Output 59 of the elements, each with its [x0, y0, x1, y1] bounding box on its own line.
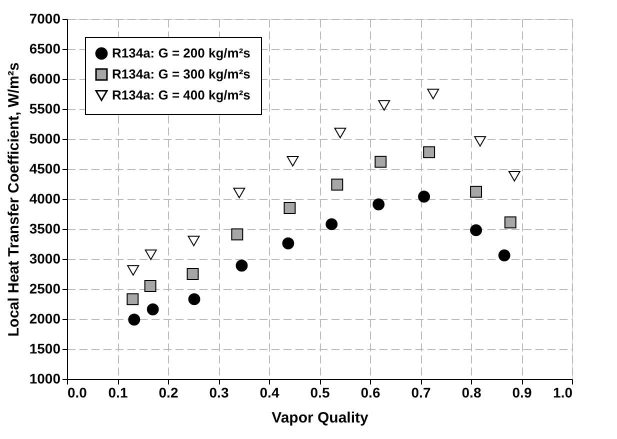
x-axis-title: Vapor Quality	[272, 410, 369, 426]
y-axis-title: Local Heat Transfer Coefficient, W/m²s	[5, 62, 22, 337]
x-tick-label: 0.4	[260, 384, 280, 400]
x-tick-label: 0.6	[360, 384, 380, 400]
point	[186, 268, 199, 280]
point	[498, 249, 510, 262]
point	[372, 198, 385, 210]
point	[334, 128, 346, 138]
y-tick-label: 1500	[29, 340, 61, 356]
point	[236, 260, 248, 272]
legend-label: R134a: G = 300 kg/m²s	[112, 66, 250, 82]
x-tick-label: 0.2	[158, 384, 178, 400]
point	[188, 236, 200, 246]
legend-label: R134a: G = 400 kg/m²s	[112, 88, 250, 102]
point	[282, 237, 294, 250]
x-tick-label: 0.1	[108, 384, 128, 400]
point	[427, 88, 440, 100]
y-tick-label: 5000	[29, 130, 61, 146]
y-tick-label: 6000	[29, 70, 61, 86]
point	[284, 202, 296, 214]
y-tick-label: 4500	[29, 160, 61, 176]
y-tick-label: 7000	[29, 10, 61, 26]
point	[231, 228, 244, 240]
point	[423, 146, 436, 158]
point	[418, 190, 430, 203]
point	[326, 218, 338, 230]
y-tick-label: 1000	[29, 370, 61, 386]
point	[504, 216, 516, 228]
y-tick-label: 3500	[29, 220, 61, 236]
y-tick-label: 6500	[29, 40, 61, 56]
point	[378, 100, 390, 111]
point	[470, 224, 482, 236]
y-tick-label: 5500	[29, 100, 61, 116]
x-tick-label: 0.9	[512, 384, 532, 400]
x-tick-label: 0.8	[462, 384, 482, 400]
point	[146, 303, 159, 316]
y-tick-label: 2000	[29, 310, 61, 326]
point	[470, 186, 482, 198]
point	[474, 136, 486, 147]
point	[374, 156, 387, 168]
x-tick-label: 0.0	[68, 384, 88, 400]
x-tick-label: 1.0	[553, 384, 573, 400]
y-tick-label: 3000	[29, 250, 61, 266]
point	[144, 280, 156, 292]
point	[127, 265, 140, 276]
y-tick-label: 2500	[29, 280, 61, 296]
x-tick-label: 0.7	[411, 384, 431, 400]
x-tick-label: 0.3	[209, 384, 229, 400]
point	[126, 293, 139, 306]
point	[508, 170, 520, 182]
point	[233, 188, 246, 198]
point	[188, 293, 200, 306]
legend-label: R134a: G = 200 kg/m²s	[112, 46, 250, 60]
point	[144, 250, 157, 260]
y-tick-label: 4000	[29, 190, 61, 206]
point	[128, 314, 140, 326]
point	[286, 156, 299, 166]
point	[331, 178, 344, 191]
x-tick-label: 0.5	[310, 384, 330, 400]
